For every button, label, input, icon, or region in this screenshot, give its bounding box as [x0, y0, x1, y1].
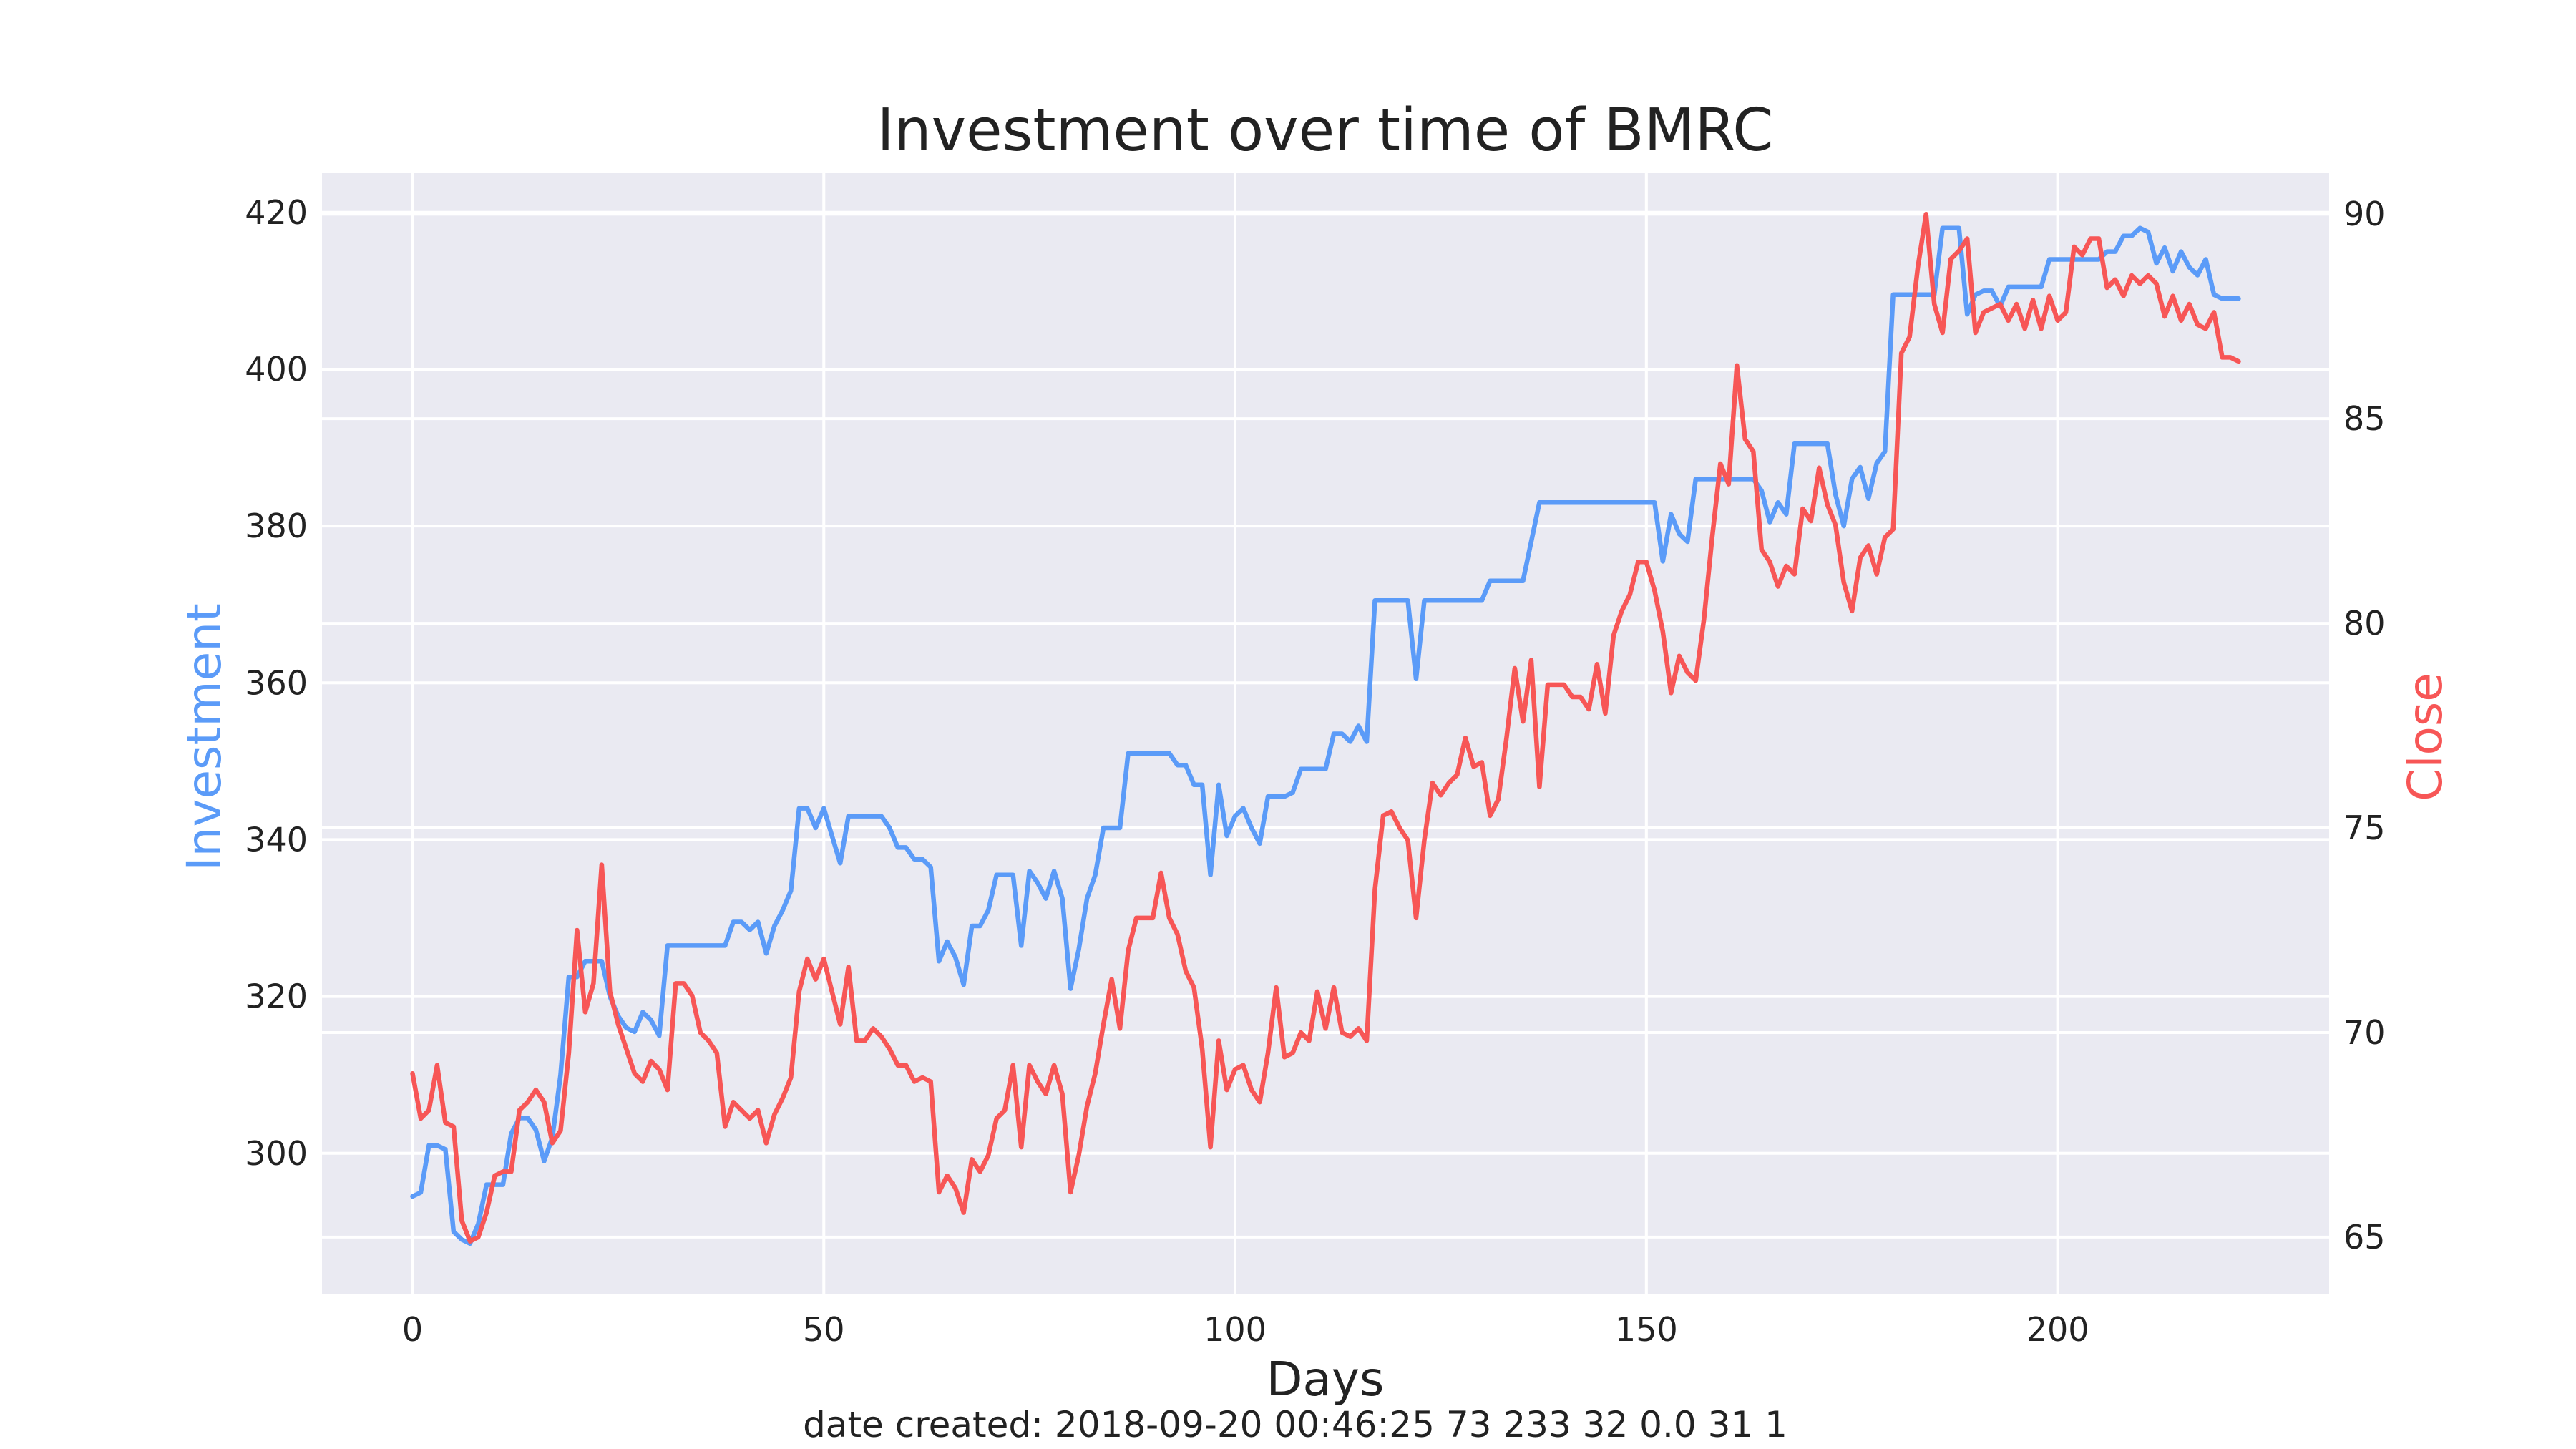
- series-line-close: [410, 211, 2241, 1244]
- series-lines: [410, 211, 2241, 1246]
- x-tick-label: 100: [1204, 1310, 1267, 1349]
- left-tick-label: 420: [245, 193, 308, 232]
- right-axis-label: Close: [2398, 673, 2453, 801]
- x-tick-label: 0: [402, 1310, 423, 1349]
- right-tick-label: 75: [2343, 809, 2386, 847]
- x-tick-label: 150: [1615, 1310, 1678, 1349]
- right-tick-label: 70: [2343, 1013, 2386, 1052]
- left-tick-label: 380: [245, 507, 308, 545]
- grid: [322, 173, 2329, 1294]
- left-tick-label: 400: [245, 350, 308, 389]
- x-tick-label: 50: [803, 1310, 845, 1349]
- left-tick-label: 340: [245, 820, 308, 859]
- right-tick-label: 65: [2343, 1218, 2386, 1257]
- left-tick-label: 360: [245, 663, 308, 702]
- left-tick-label: 300: [245, 1134, 308, 1173]
- right-tick-label: 85: [2343, 399, 2386, 438]
- plot-area: [322, 173, 2329, 1294]
- right-tick-label: 80: [2343, 604, 2386, 643]
- series-line-investment: [410, 225, 2241, 1246]
- right-axis-ticks: 65 70 75 80 85 90: [2343, 195, 2386, 1257]
- footer-date-created: date created: 2018-09-20 00:46:25 73 233…: [803, 1404, 1787, 1445]
- right-tick-label: 90: [2343, 195, 2386, 233]
- x-axis-ticks: 0 50 100 150 200: [402, 1310, 2089, 1349]
- left-axis-label: Investment: [177, 603, 232, 871]
- left-axis-ticks: 300 320 340 360 380 400 420: [245, 193, 308, 1173]
- x-axis-label: Days: [1267, 1352, 1385, 1407]
- x-tick-label: 200: [2026, 1310, 2089, 1349]
- chart-title: Investment over time of BMRC: [877, 97, 1773, 165]
- left-tick-label: 320: [245, 977, 308, 1016]
